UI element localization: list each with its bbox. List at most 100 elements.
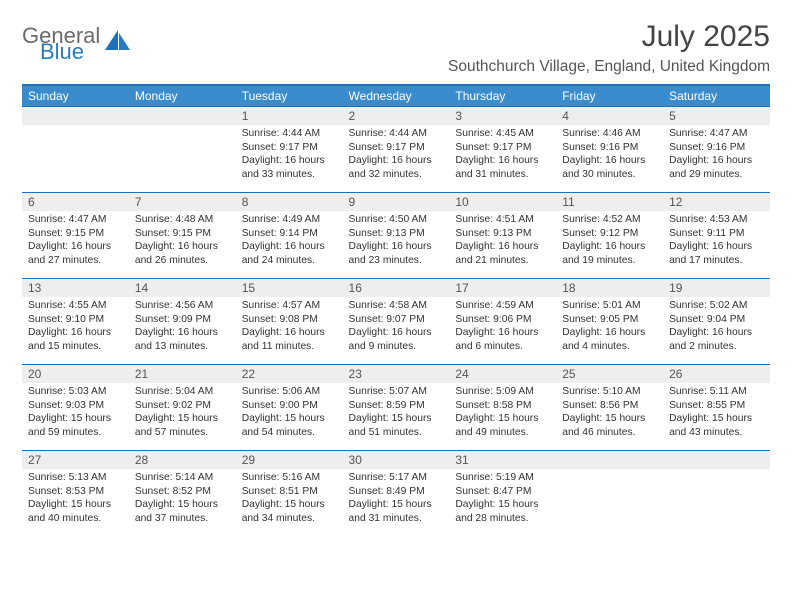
day-number: 26 xyxy=(663,364,770,383)
calendar-week-row: 20Sunrise: 5:03 AMSunset: 9:03 PMDayligh… xyxy=(22,364,770,450)
day-number: 31 xyxy=(449,450,556,469)
day-number: 13 xyxy=(22,278,129,297)
day-entries: Sunrise: 5:14 AMSunset: 8:52 PMDaylight:… xyxy=(129,469,236,529)
sunrise-line: Sunrise: 4:48 AM xyxy=(135,213,230,227)
day-number: 20 xyxy=(22,364,129,383)
sunrise-line: Sunrise: 5:03 AM xyxy=(28,385,123,399)
sunrise-line: Sunrise: 4:49 AM xyxy=(242,213,337,227)
day-number-empty xyxy=(129,106,236,125)
day-number: 2 xyxy=(343,106,450,125)
sunset-line: Sunset: 9:08 PM xyxy=(242,313,337,327)
sunrise-line: Sunrise: 5:16 AM xyxy=(242,471,337,485)
sunrise-line: Sunrise: 4:44 AM xyxy=(349,127,444,141)
daylight-line: Daylight: 15 hours and 40 minutes. xyxy=(28,498,123,525)
day-entries: Sunrise: 5:17 AMSunset: 8:49 PMDaylight:… xyxy=(343,469,450,529)
daylight-line: Daylight: 16 hours and 2 minutes. xyxy=(669,326,764,353)
day-entries: Sunrise: 5:06 AMSunset: 9:00 PMDaylight:… xyxy=(236,383,343,443)
day-entries: Sunrise: 4:49 AMSunset: 9:14 PMDaylight:… xyxy=(236,211,343,271)
sunset-line: Sunset: 9:17 PM xyxy=(349,141,444,155)
day-entries: Sunrise: 5:04 AMSunset: 9:02 PMDaylight:… xyxy=(129,383,236,443)
day-number: 18 xyxy=(556,278,663,297)
sunset-line: Sunset: 9:05 PM xyxy=(562,313,657,327)
sunrise-line: Sunrise: 5:10 AM xyxy=(562,385,657,399)
daylight-line: Daylight: 16 hours and 27 minutes. xyxy=(28,240,123,267)
calendar-cell: 17Sunrise: 4:59 AMSunset: 9:06 PMDayligh… xyxy=(449,278,556,364)
calendar-cell: 2Sunrise: 4:44 AMSunset: 9:17 PMDaylight… xyxy=(343,106,450,192)
sunrise-line: Sunrise: 4:59 AM xyxy=(455,299,550,313)
day-entries: Sunrise: 4:46 AMSunset: 9:16 PMDaylight:… xyxy=(556,125,663,185)
sunset-line: Sunset: 9:06 PM xyxy=(455,313,550,327)
calendar-cell: 30Sunrise: 5:17 AMSunset: 8:49 PMDayligh… xyxy=(343,450,450,536)
calendar-cell: 18Sunrise: 5:01 AMSunset: 9:05 PMDayligh… xyxy=(556,278,663,364)
calendar-week-row: 1Sunrise: 4:44 AMSunset: 9:17 PMDaylight… xyxy=(22,106,770,192)
sunrise-line: Sunrise: 4:46 AM xyxy=(562,127,657,141)
day-number-empty xyxy=(556,450,663,469)
day-entries: Sunrise: 4:44 AMSunset: 9:17 PMDaylight:… xyxy=(343,125,450,185)
calendar-cell: 28Sunrise: 5:14 AMSunset: 8:52 PMDayligh… xyxy=(129,450,236,536)
daylight-line: Daylight: 15 hours and 49 minutes. xyxy=(455,412,550,439)
day-entries: Sunrise: 4:52 AMSunset: 9:12 PMDaylight:… xyxy=(556,211,663,271)
day-number: 27 xyxy=(22,450,129,469)
sunset-line: Sunset: 8:59 PM xyxy=(349,399,444,413)
calendar-cell: 26Sunrise: 5:11 AMSunset: 8:55 PMDayligh… xyxy=(663,364,770,450)
sunrise-line: Sunrise: 4:50 AM xyxy=(349,213,444,227)
day-header: Saturday xyxy=(663,86,770,106)
day-number: 28 xyxy=(129,450,236,469)
sunrise-line: Sunrise: 4:56 AM xyxy=(135,299,230,313)
sunrise-line: Sunrise: 5:04 AM xyxy=(135,385,230,399)
day-number: 14 xyxy=(129,278,236,297)
day-number: 21 xyxy=(129,364,236,383)
daylight-line: Daylight: 16 hours and 6 minutes. xyxy=(455,326,550,353)
calendar-cell: 6Sunrise: 4:47 AMSunset: 9:15 PMDaylight… xyxy=(22,192,129,278)
sunrise-line: Sunrise: 4:55 AM xyxy=(28,299,123,313)
calendar-cell xyxy=(129,106,236,192)
calendar-week-row: 27Sunrise: 5:13 AMSunset: 8:53 PMDayligh… xyxy=(22,450,770,536)
day-entries: Sunrise: 4:44 AMSunset: 9:17 PMDaylight:… xyxy=(236,125,343,185)
sunset-line: Sunset: 9:11 PM xyxy=(669,227,764,241)
calendar-cell: 21Sunrise: 5:04 AMSunset: 9:02 PMDayligh… xyxy=(129,364,236,450)
logo-text: General Blue xyxy=(22,26,100,62)
sunset-line: Sunset: 8:58 PM xyxy=(455,399,550,413)
sunset-line: Sunset: 9:17 PM xyxy=(455,141,550,155)
daylight-line: Daylight: 15 hours and 57 minutes. xyxy=(135,412,230,439)
daylight-line: Daylight: 15 hours and 51 minutes. xyxy=(349,412,444,439)
day-entries: Sunrise: 5:09 AMSunset: 8:58 PMDaylight:… xyxy=(449,383,556,443)
day-number: 11 xyxy=(556,192,663,211)
calendar-cell: 9Sunrise: 4:50 AMSunset: 9:13 PMDaylight… xyxy=(343,192,450,278)
calendar-cell: 11Sunrise: 4:52 AMSunset: 9:12 PMDayligh… xyxy=(556,192,663,278)
day-entries: Sunrise: 4:55 AMSunset: 9:10 PMDaylight:… xyxy=(22,297,129,357)
sunset-line: Sunset: 9:02 PM xyxy=(135,399,230,413)
day-entries: Sunrise: 5:02 AMSunset: 9:04 PMDaylight:… xyxy=(663,297,770,357)
calendar-cell: 31Sunrise: 5:19 AMSunset: 8:47 PMDayligh… xyxy=(449,450,556,536)
day-number: 29 xyxy=(236,450,343,469)
daylight-line: Daylight: 16 hours and 26 minutes. xyxy=(135,240,230,267)
day-entries: Sunrise: 4:57 AMSunset: 9:08 PMDaylight:… xyxy=(236,297,343,357)
day-header: Wednesday xyxy=(343,86,450,106)
daylight-line: Daylight: 15 hours and 28 minutes. xyxy=(455,498,550,525)
calendar-cell: 8Sunrise: 4:49 AMSunset: 9:14 PMDaylight… xyxy=(236,192,343,278)
day-number: 30 xyxy=(343,450,450,469)
sunrise-line: Sunrise: 5:07 AM xyxy=(349,385,444,399)
sunset-line: Sunset: 9:09 PM xyxy=(135,313,230,327)
day-entries: Sunrise: 5:01 AMSunset: 9:05 PMDaylight:… xyxy=(556,297,663,357)
sunrise-line: Sunrise: 5:02 AM xyxy=(669,299,764,313)
sunset-line: Sunset: 8:55 PM xyxy=(669,399,764,413)
calendar-cell xyxy=(663,450,770,536)
calendar-body: 1Sunrise: 4:44 AMSunset: 9:17 PMDaylight… xyxy=(22,106,770,536)
day-number-empty xyxy=(663,450,770,469)
sunset-line: Sunset: 9:15 PM xyxy=(28,227,123,241)
calendar-cell: 25Sunrise: 5:10 AMSunset: 8:56 PMDayligh… xyxy=(556,364,663,450)
sunset-line: Sunset: 9:14 PM xyxy=(242,227,337,241)
day-entries: Sunrise: 5:13 AMSunset: 8:53 PMDaylight:… xyxy=(22,469,129,529)
day-number: 8 xyxy=(236,192,343,211)
calendar-cell: 20Sunrise: 5:03 AMSunset: 9:03 PMDayligh… xyxy=(22,364,129,450)
daylight-line: Daylight: 16 hours and 33 minutes. xyxy=(242,154,337,181)
sunrise-line: Sunrise: 5:06 AM xyxy=(242,385,337,399)
day-number: 19 xyxy=(663,278,770,297)
calendar-cell: 29Sunrise: 5:16 AMSunset: 8:51 PMDayligh… xyxy=(236,450,343,536)
sunset-line: Sunset: 8:47 PM xyxy=(455,485,550,499)
day-entries: Sunrise: 5:19 AMSunset: 8:47 PMDaylight:… xyxy=(449,469,556,529)
sunrise-line: Sunrise: 4:57 AM xyxy=(242,299,337,313)
day-entries: Sunrise: 4:56 AMSunset: 9:09 PMDaylight:… xyxy=(129,297,236,357)
daylight-line: Daylight: 15 hours and 37 minutes. xyxy=(135,498,230,525)
